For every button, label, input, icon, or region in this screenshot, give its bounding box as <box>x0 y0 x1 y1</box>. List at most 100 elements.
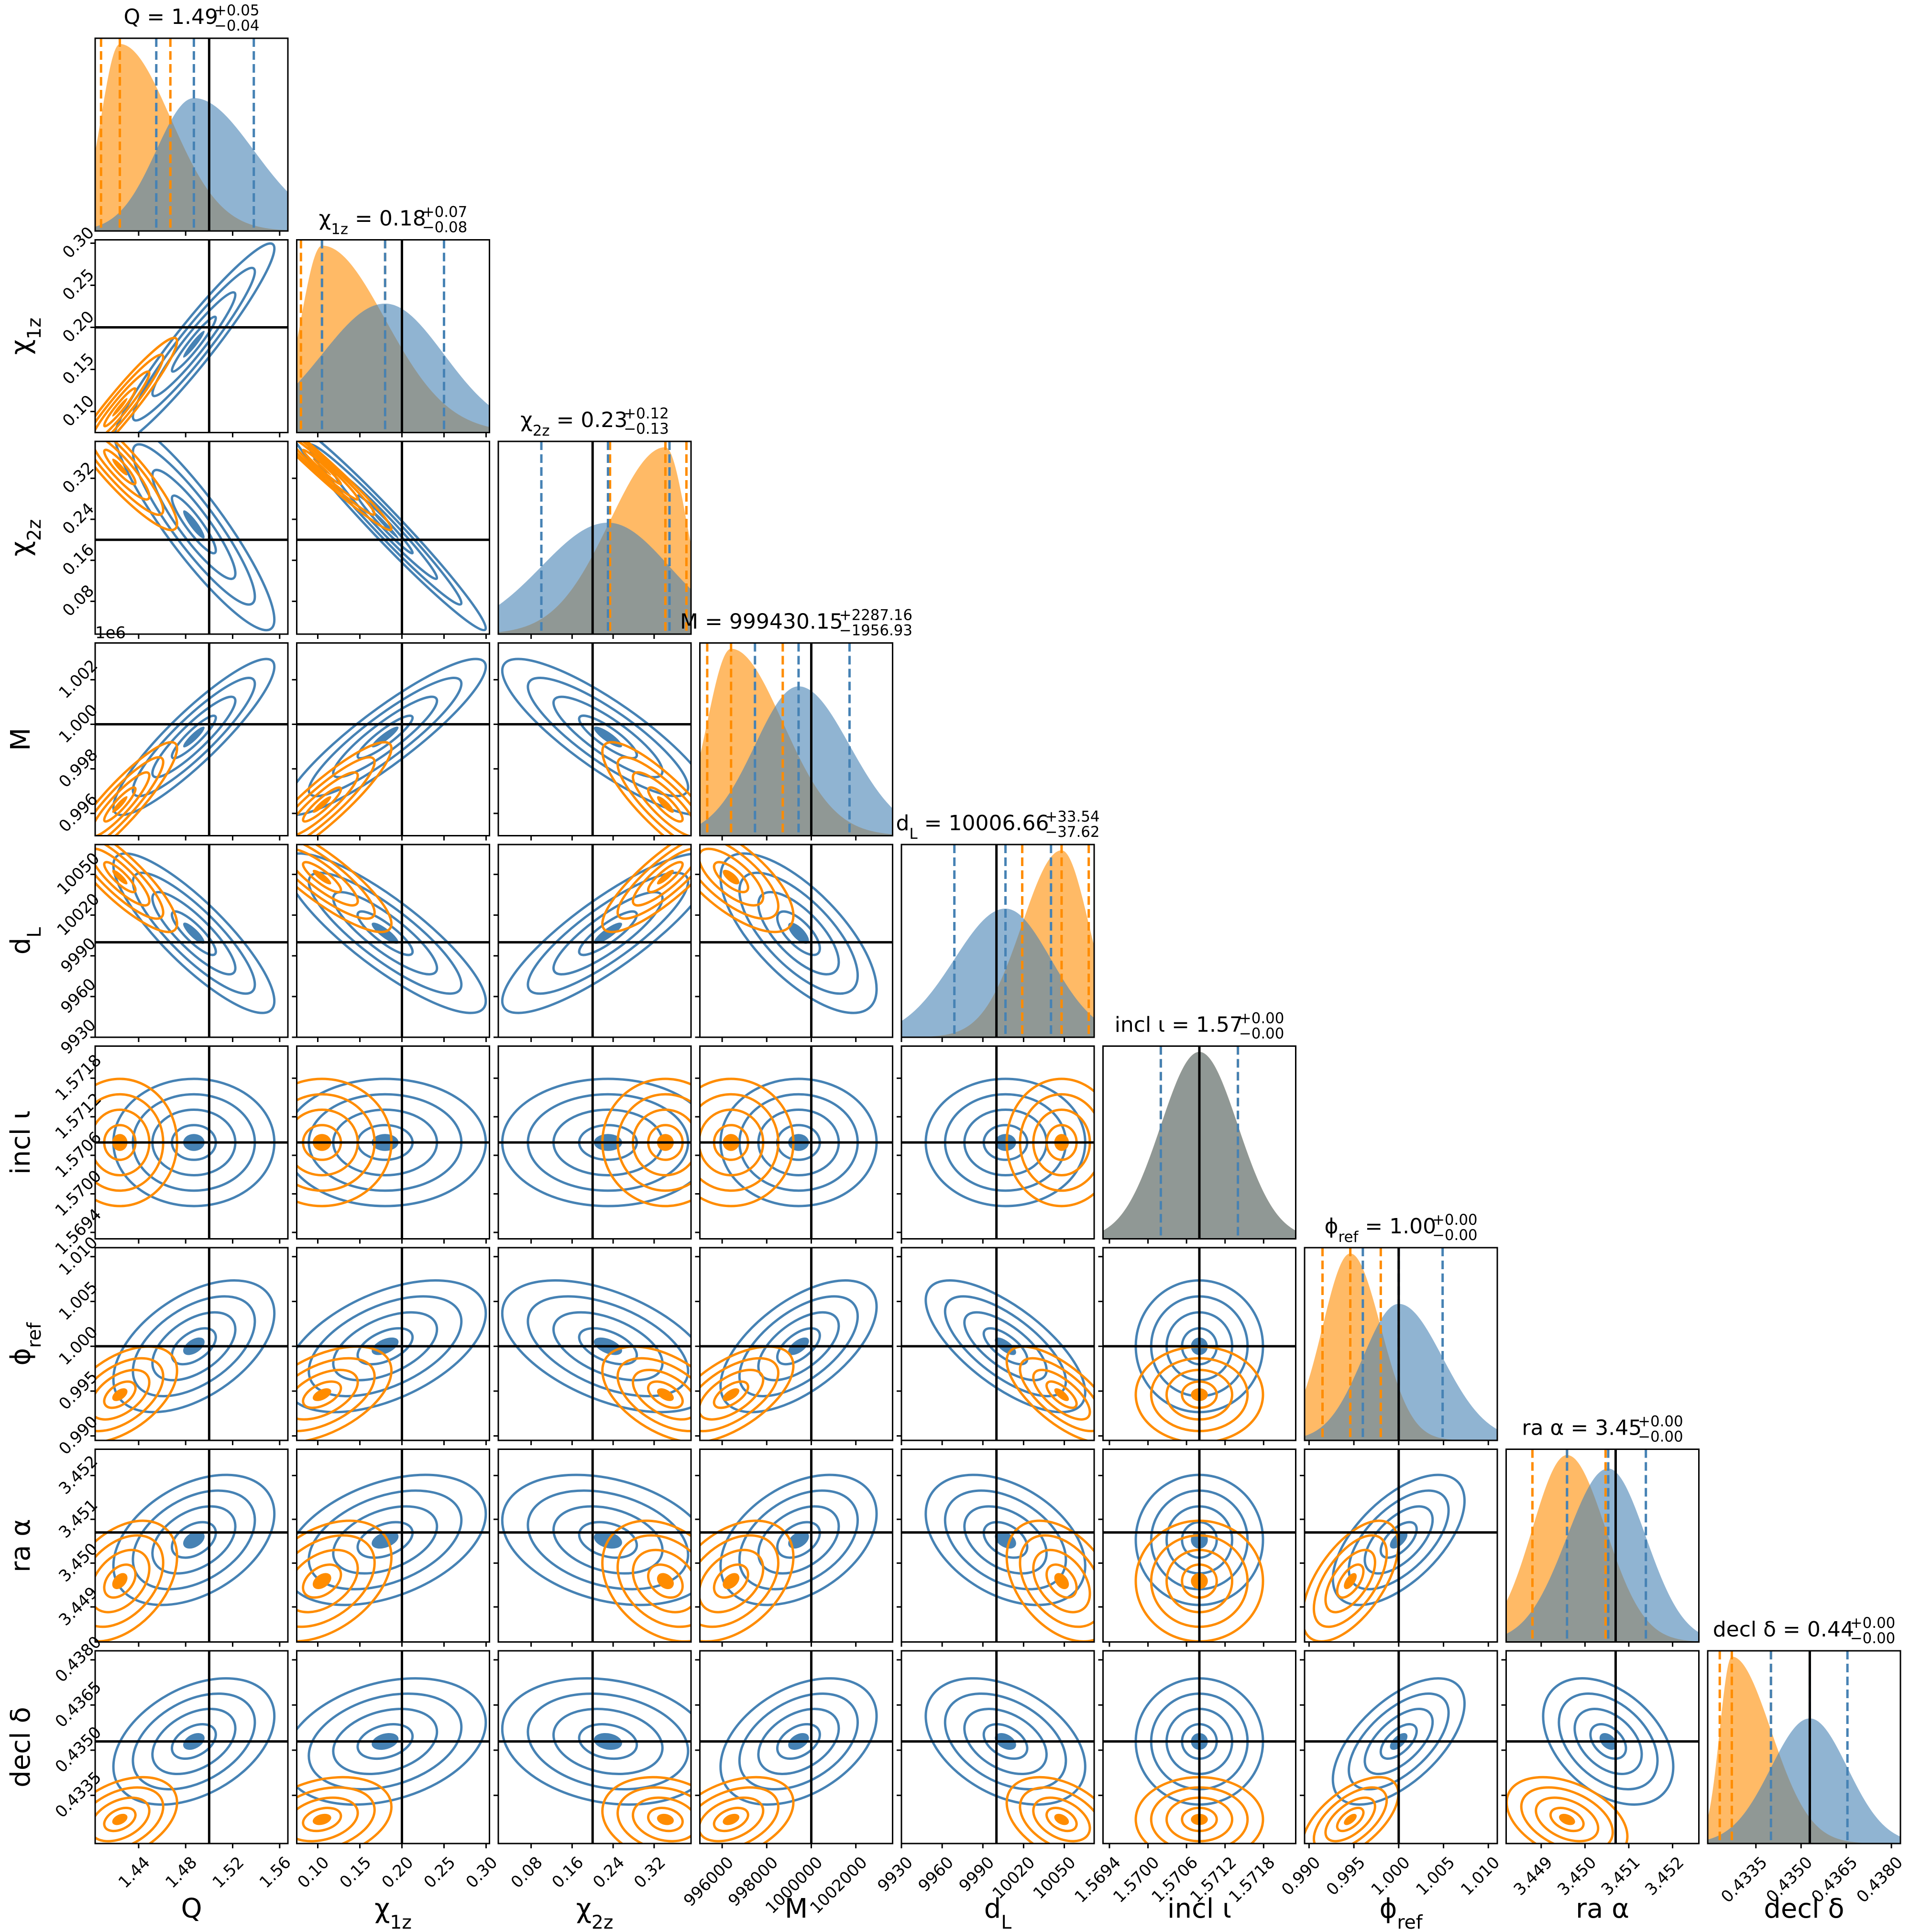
contour <box>1336 1807 1365 1833</box>
contour <box>95 1534 165 1628</box>
contour <box>647 1807 684 1833</box>
contour <box>719 852 878 1014</box>
panel: ra α = 3.45+0.00−0.00 <box>1505 1413 1700 1647</box>
y-axis-label: incl ι <box>5 1110 36 1175</box>
contour <box>95 1796 151 1843</box>
y-axis-label: χ1z <box>5 318 45 355</box>
panel-content <box>1103 1248 1296 1440</box>
contour <box>1336 1563 1365 1599</box>
panel-title: χ2z = 0.23+0.12−0.13 <box>520 405 669 439</box>
panel <box>292 1045 490 1244</box>
panel <box>1098 1449 1296 1647</box>
contour <box>616 845 691 920</box>
panel <box>494 1449 692 1647</box>
label-text: ϕ <box>5 1348 36 1366</box>
title-label: M = 999430.15 <box>680 610 843 634</box>
contour-core <box>312 1573 331 1590</box>
contour <box>632 771 691 836</box>
contour <box>700 1534 779 1628</box>
panel-content <box>498 1449 691 1642</box>
contour <box>924 1677 1087 1806</box>
label-subscript: L <box>1001 1912 1011 1932</box>
panel-content <box>1506 1449 1699 1642</box>
axis-label: M <box>785 1893 808 1924</box>
contour <box>132 1489 256 1591</box>
title-minus: −0.00 <box>1239 1025 1284 1043</box>
contour <box>171 494 217 555</box>
contour <box>132 266 256 422</box>
contour <box>757 891 840 976</box>
contour-core <box>788 1531 809 1549</box>
contour <box>95 441 151 501</box>
contour <box>95 1345 178 1440</box>
x-tick-label: 9930 <box>874 1853 916 1896</box>
panel-content <box>498 1046 691 1239</box>
contour <box>103 387 137 428</box>
panel <box>494 1045 692 1244</box>
contour-core <box>593 922 622 944</box>
label-text: Q <box>124 5 141 29</box>
panel-content <box>296 1449 490 1642</box>
contour <box>296 741 393 836</box>
panel-frame <box>900 1449 1095 1643</box>
panel-frame <box>94 1045 289 1240</box>
contour <box>527 1692 690 1790</box>
panel <box>494 1247 692 1445</box>
marginal-density <box>901 908 1094 1037</box>
panel-title: M = 999430.15+2287.16−1956.93 <box>680 607 912 639</box>
contour <box>924 1279 1087 1414</box>
contour-core <box>112 459 128 476</box>
panel <box>292 844 490 1042</box>
contour <box>132 1692 256 1790</box>
contour <box>95 1776 178 1844</box>
title-center: = 0.44 <box>1783 1617 1854 1642</box>
panel: incl ι = 1.57+0.00−0.00 <box>1102 1010 1296 1244</box>
x-tick-label: 1.005 <box>1412 1853 1459 1899</box>
contour-core <box>723 1813 740 1825</box>
x-tick-label: 1.48 <box>162 1853 201 1892</box>
contour <box>776 1723 821 1760</box>
panel-content <box>95 1651 288 1844</box>
contour-core <box>1054 1388 1069 1401</box>
panel-content <box>95 240 288 433</box>
panel-frame <box>1102 1045 1296 1240</box>
contour <box>1045 1807 1078 1833</box>
contour <box>171 1327 217 1366</box>
contour <box>95 1786 165 1844</box>
contour <box>151 891 237 976</box>
contour <box>713 1807 749 1833</box>
panel-content <box>700 643 893 836</box>
contour <box>601 741 691 836</box>
contour <box>103 786 137 823</box>
contour <box>1542 1677 1675 1806</box>
contour <box>296 441 487 632</box>
x-tick-label: 0.30 <box>462 1853 502 1892</box>
label-text: d <box>984 1893 1001 1924</box>
contour <box>171 315 217 373</box>
contour <box>95 756 165 836</box>
contour <box>103 449 137 486</box>
contour-core <box>312 796 331 813</box>
title-minus: −0.00 <box>1638 1428 1683 1446</box>
panel-title: decl δ = 0.44+0.00−0.00 <box>1713 1614 1896 1647</box>
contour <box>616 756 691 836</box>
title-minus: −0.13 <box>624 420 669 438</box>
panel <box>695 844 893 1042</box>
x-tick-label: 3.450 <box>1554 1853 1600 1899</box>
axis-label: Q <box>181 1893 202 1924</box>
contour <box>552 1311 664 1382</box>
contour-core <box>1054 1573 1069 1590</box>
contour-core <box>723 869 740 885</box>
panel: dL = 10006.66+33.54−37.62 <box>896 808 1099 1042</box>
x-tick-label: 1.56 <box>256 1853 295 1892</box>
panel-title: χ1z = 0.18+0.07−0.08 <box>319 204 467 238</box>
panel-content <box>296 441 490 634</box>
panel-frame <box>1304 1247 1498 1441</box>
contour <box>1312 1534 1388 1628</box>
contour <box>296 756 376 836</box>
panel-frame <box>900 844 1095 1038</box>
contour <box>1005 1776 1094 1844</box>
contour <box>112 441 276 632</box>
